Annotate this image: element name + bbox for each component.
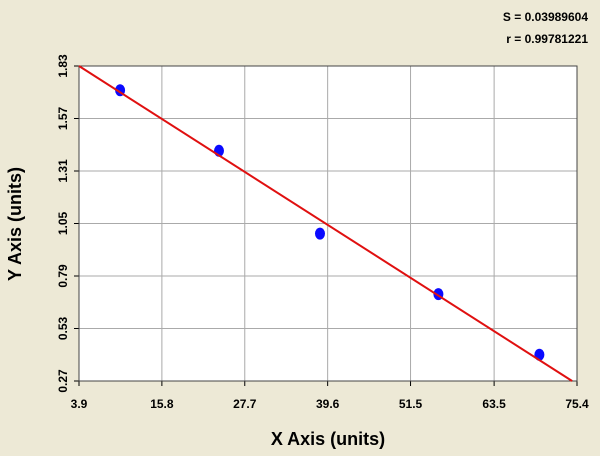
y-tick-label: 1.57 [56,106,70,130]
y-tick-label: 1.31 [56,159,70,183]
y-tick-label: 0.53 [56,316,70,340]
data-point [314,227,325,240]
x-tick-label: 39.6 [316,397,340,411]
annotation: S = 0.03989604 [503,10,588,24]
y-tick-label: 0.79 [56,264,70,288]
plot-border [78,65,578,382]
y-axis-title: Y Axis (units) [5,167,25,281]
x-tick-label: 27.7 [233,397,257,411]
y-tick-label: 1.83 [56,54,70,78]
x-tick-label: 51.5 [399,397,423,411]
x-axis-title: X Axis (units) [271,429,385,449]
y-tick-label: 1.05 [56,211,70,235]
x-tick-label: 3.9 [71,397,88,411]
fit-line [78,65,573,382]
x-tick-label: 75.4 [565,397,589,411]
x-tick-label: 15.8 [150,397,174,411]
annotation: r = 0.99781221 [506,32,588,46]
y-tick-label: 0.27 [56,369,70,393]
x-tick-label: 63.5 [482,397,506,411]
